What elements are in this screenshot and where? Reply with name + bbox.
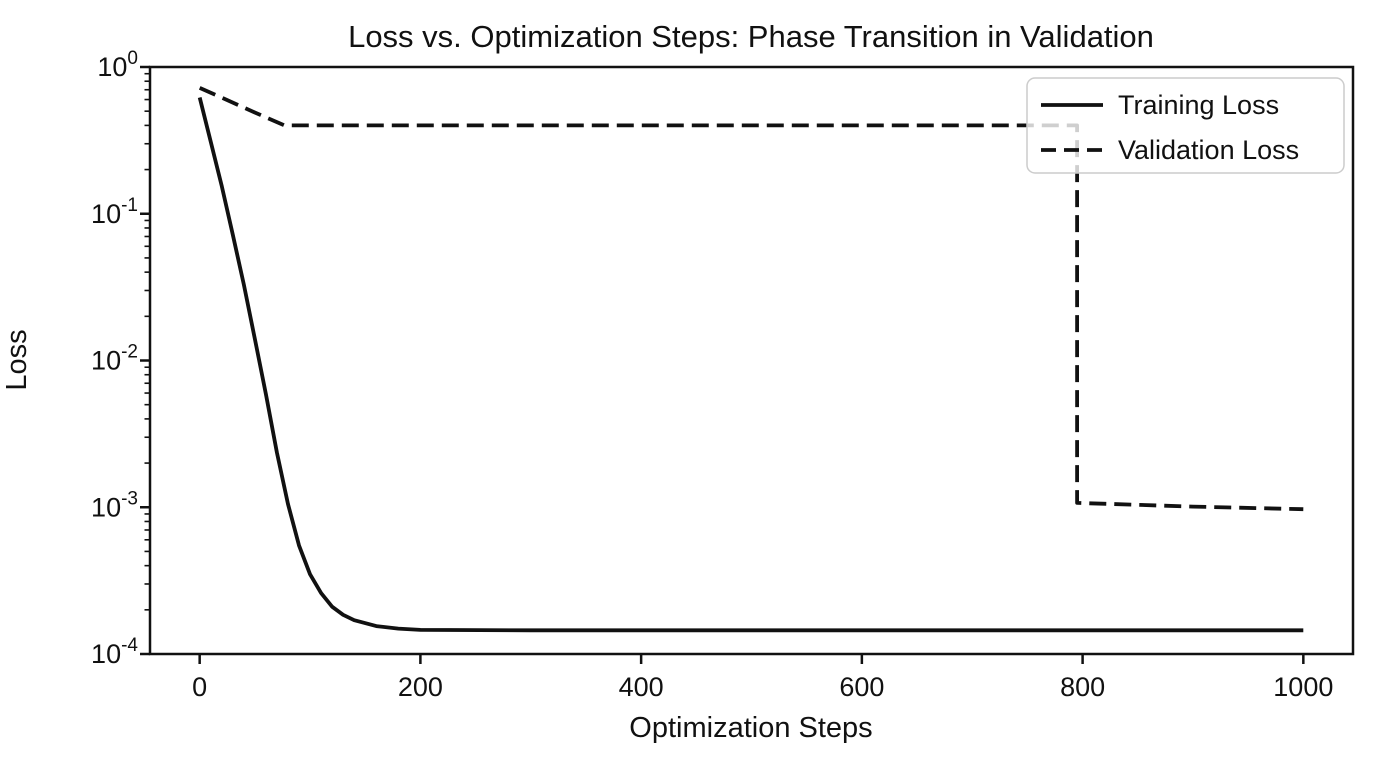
x-tick-label: 200 [398, 672, 443, 702]
training-loss-line [197, 97, 1304, 633]
legend-entry-label: Training Loss [1118, 90, 1279, 120]
y-tick-label: 10-4 [91, 635, 138, 669]
x-tick-label: 800 [1060, 672, 1105, 702]
x-tick-label: 600 [839, 672, 884, 702]
x-tick-label: 400 [619, 672, 664, 702]
y-tick-label: 100 [97, 48, 138, 82]
series-lines [197, 86, 1304, 633]
legend: Training Loss Validation Loss [1026, 77, 1345, 174]
y-tick-label: 10-2 [91, 342, 138, 376]
x-tick-label: 0 [192, 672, 207, 702]
legend-entry-label: Validation Loss [1118, 135, 1299, 165]
y-axis-label: Loss [1, 329, 33, 390]
x-tick-label: 1000 [1273, 672, 1333, 702]
legend-box [1026, 77, 1345, 174]
y-tick-label: 10-3 [91, 488, 138, 522]
chart-title: Loss vs. Optimization Steps: Phase Trans… [348, 19, 1154, 54]
y-tick-label: 10-1 [91, 195, 138, 229]
x-axis-label: Optimization Steps [629, 712, 872, 744]
validation-loss-line [198, 86, 1304, 512]
